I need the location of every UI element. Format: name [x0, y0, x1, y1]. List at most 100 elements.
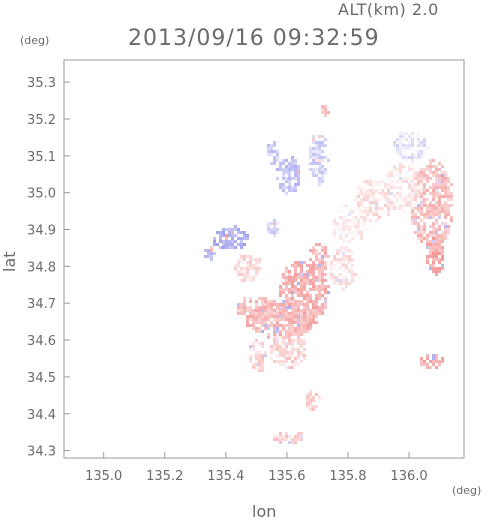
radar-cell: [291, 279, 294, 282]
radar-cell: [255, 264, 258, 267]
radar-cell: [345, 234, 348, 237]
radar-cell: [441, 189, 444, 192]
radar-cell: [339, 228, 342, 231]
radar-cell: [273, 231, 276, 234]
radar-cell: [387, 204, 390, 207]
radar-cell: [429, 225, 432, 228]
radar-cell: [333, 255, 336, 258]
radar-cell: [351, 222, 354, 225]
radar-cell: [417, 198, 420, 201]
radar-cell: [408, 195, 411, 198]
radar-cell: [417, 171, 420, 174]
radar-cell: [240, 261, 243, 264]
radar-cell: [294, 363, 297, 366]
radar-cell: [321, 150, 324, 153]
radar-cell: [306, 312, 309, 315]
radar-cell: [279, 333, 282, 336]
radar-cell: [366, 180, 369, 183]
radar-cell: [444, 201, 447, 204]
radar-cell: [432, 258, 435, 261]
radar-cell: [258, 363, 261, 366]
radar-cell: [351, 252, 354, 255]
radar-cell: [261, 330, 264, 333]
radar-cell: [279, 288, 282, 291]
radar-cell: [372, 180, 375, 183]
radar-cell: [267, 312, 270, 315]
radar-cell: [318, 156, 321, 159]
radar-cell: [291, 345, 294, 348]
radar-cell: [435, 246, 438, 249]
radar-cell: [375, 198, 378, 201]
radar-cell: [273, 141, 276, 144]
radar-cell: [426, 261, 429, 264]
radar-cell: [288, 315, 291, 318]
radar-cell: [288, 171, 291, 174]
radar-cell: [342, 204, 345, 207]
radar-cell: [411, 147, 414, 150]
radar-cell: [273, 303, 276, 306]
radar-cell: [309, 321, 312, 324]
radar-cell: [438, 360, 441, 363]
radar-cell: [360, 207, 363, 210]
radar-cell: [447, 180, 450, 183]
radar-cell: [291, 309, 294, 312]
radar-cell: [357, 213, 360, 216]
radar-cell: [312, 303, 315, 306]
radar-cell: [288, 183, 291, 186]
radar-cell: [306, 264, 309, 267]
radar-cell: [432, 237, 435, 240]
radar-cell: [309, 264, 312, 267]
radar-cell: [351, 210, 354, 213]
radar-cell: [450, 204, 453, 207]
radar-cell: [312, 309, 315, 312]
radar-cell: [351, 264, 354, 267]
radar-cell: [438, 363, 441, 366]
radar-cell: [252, 309, 255, 312]
x-tick-label: 135.4: [207, 469, 244, 484]
radar-cell: [288, 165, 291, 168]
radar-cell: [213, 237, 216, 240]
radar-cell: [255, 309, 258, 312]
radar-cell: [342, 207, 345, 210]
radar-cell: [363, 189, 366, 192]
radar-cell: [432, 234, 435, 237]
radar-cell: [435, 243, 438, 246]
radar-cell: [264, 297, 267, 300]
radar-cell: [294, 276, 297, 279]
radar-cell: [402, 174, 405, 177]
radar-cell: [318, 162, 321, 165]
radar-cell: [261, 297, 264, 300]
radar-cell: [444, 192, 447, 195]
radar-cell: [312, 315, 315, 318]
radar-cell: [435, 174, 438, 177]
y-tick-label: 34.3: [27, 445, 56, 460]
radar-cell: [276, 435, 279, 438]
radar-cell: [243, 303, 246, 306]
radar-cell: [372, 201, 375, 204]
radar-cell: [369, 180, 372, 183]
radar-cell: [429, 360, 432, 363]
radar-cell: [426, 177, 429, 180]
radar-cell: [279, 324, 282, 327]
radar-cell: [417, 207, 420, 210]
radar-cell: [291, 360, 294, 363]
radar-cell: [375, 180, 378, 183]
radar-cell: [348, 240, 351, 243]
radar-cell: [264, 300, 267, 303]
radar-cell: [252, 321, 255, 324]
radar-cell: [429, 255, 432, 258]
radar-cell: [303, 315, 306, 318]
radar-cell: [300, 432, 303, 435]
radar-cell: [393, 195, 396, 198]
radar-cell: [345, 228, 348, 231]
radar-cell: [252, 264, 255, 267]
radar-cell: [255, 312, 258, 315]
radar-cell: [243, 279, 246, 282]
radar-cell: [288, 342, 291, 345]
radar-cell: [315, 405, 318, 408]
radar-cell: [273, 300, 276, 303]
radar-cell: [243, 276, 246, 279]
radar-cell: [372, 213, 375, 216]
radar-cell: [240, 258, 243, 261]
radar-cell: [291, 162, 294, 165]
